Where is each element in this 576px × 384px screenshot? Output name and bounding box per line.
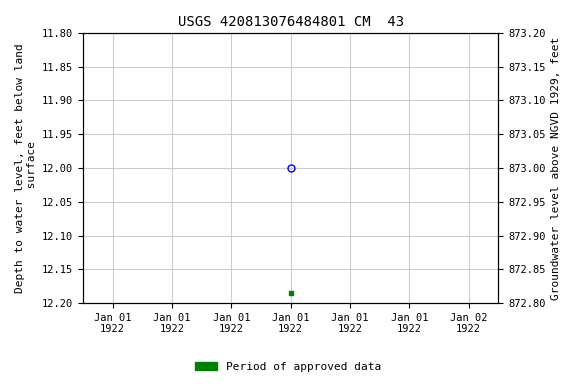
Y-axis label: Groundwater level above NGVD 1929, feet: Groundwater level above NGVD 1929, feet: [551, 36, 561, 300]
Title: USGS 420813076484801 CM  43: USGS 420813076484801 CM 43: [177, 15, 404, 29]
Legend: Period of approved data: Period of approved data: [191, 358, 385, 377]
Y-axis label: Depth to water level, feet below land
 surface: Depth to water level, feet below land su…: [15, 43, 37, 293]
